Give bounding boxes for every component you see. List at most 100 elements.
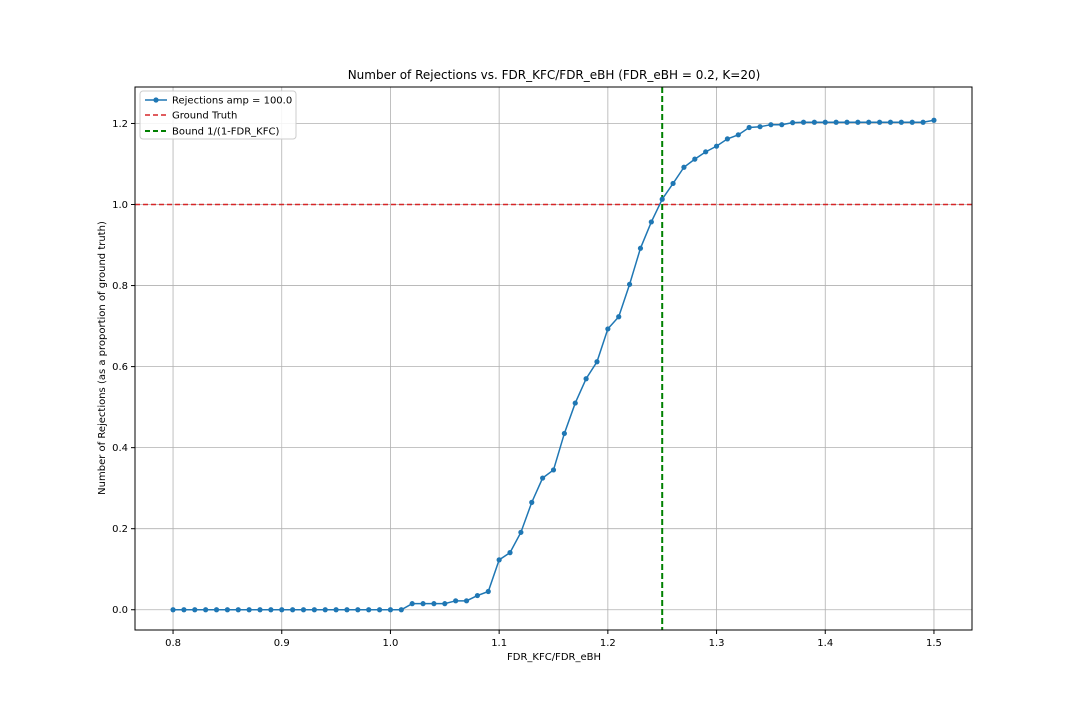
- data-point: [833, 119, 839, 125]
- data-point: [811, 119, 817, 125]
- data-point: [398, 607, 404, 613]
- x-tick-label: 1.3: [709, 638, 725, 649]
- legend-series-marker: [153, 97, 159, 103]
- data-point: [333, 607, 339, 613]
- data-point: [529, 499, 535, 505]
- data-point: [909, 119, 915, 125]
- data-point: [376, 607, 383, 613]
- legend-box: [139, 90, 297, 140]
- data-point: [550, 467, 557, 473]
- data-point: [605, 326, 611, 332]
- data-point: [453, 598, 459, 604]
- data-point: [463, 598, 470, 604]
- y-axis-label: Number of Rejections (as a proportion of…: [97, 221, 108, 495]
- data-point: [235, 607, 241, 613]
- data-point: [724, 136, 731, 142]
- data-point: [583, 376, 589, 382]
- data-point: [572, 400, 578, 406]
- data-point: [855, 119, 861, 125]
- x-tick-label: 1.2: [600, 638, 616, 649]
- x-tick-label: 1.4: [817, 638, 833, 649]
- data-point: [496, 557, 502, 563]
- data-point: [290, 607, 296, 613]
- data-point: [485, 588, 491, 595]
- x-tick-label: 1.1: [491, 638, 507, 649]
- data-point: [713, 143, 720, 149]
- data-point: [420, 601, 426, 607]
- legend-label-series: Rejections amp = 100.0: [172, 96, 292, 107]
- data-point: [746, 124, 752, 131]
- data-point: [409, 601, 415, 607]
- y-tick-label: 0.4: [112, 443, 128, 454]
- y-tick-label: 0.8: [112, 281, 128, 292]
- y-tick-label: 0.2: [112, 524, 128, 535]
- data-point: [387, 607, 394, 613]
- data-point: [637, 245, 644, 251]
- reference-lines: [135, 87, 972, 630]
- data-point: [594, 359, 600, 365]
- y-tick-label: 0.6: [112, 362, 128, 373]
- legend: Rejections amp = 100.0 Ground Truth Boun…: [139, 90, 297, 140]
- data-point: [344, 607, 350, 613]
- data-point: [268, 607, 274, 613]
- data-point: [866, 119, 872, 125]
- y-tick-label: 1.2: [112, 119, 128, 130]
- series-layer: [170, 117, 937, 613]
- data-point: [898, 119, 904, 125]
- y-tick-label: 1.0: [112, 200, 128, 211]
- data-point: [681, 164, 687, 170]
- x-tick-label: 0.9: [274, 638, 290, 649]
- data-point: [257, 607, 263, 613]
- data-point: [224, 607, 230, 613]
- data-point: [192, 607, 198, 613]
- data-point: [887, 119, 894, 125]
- data-point: [703, 149, 709, 155]
- data-point: [474, 592, 481, 599]
- data-point: [779, 122, 785, 128]
- data-point: [692, 156, 698, 162]
- data-point: [626, 281, 633, 287]
- data-point: [768, 122, 774, 128]
- data-point: [300, 607, 307, 613]
- data-point: [877, 119, 883, 125]
- data-point: [366, 607, 372, 613]
- legend-label-bound: Bound 1/(1-FDR_KFC): [172, 127, 279, 138]
- data-point: [507, 550, 513, 556]
- axis-ticks: 0.8 0.9 1.0 1.1 1.2 1.3 1.4 1.5 0.0 0.2 0.4 0.6 0.8 1…: [112, 119, 942, 649]
- chart-title: Number of Rejections vs. FDR_KFC/FDR_eBH…: [348, 68, 761, 82]
- legend-label-ground-truth: Ground Truth: [172, 111, 237, 122]
- plot-frame: [134, 86, 973, 631]
- data-point: [920, 119, 926, 125]
- data-point: [757, 124, 763, 130]
- data-point: [670, 180, 676, 187]
- x-tick-label: 1.5: [926, 638, 942, 649]
- data-point: [648, 219, 654, 225]
- data-point: [279, 607, 285, 613]
- data-point: [790, 120, 796, 126]
- data-point: [442, 601, 448, 607]
- x-tick-label: 0.8: [165, 638, 181, 649]
- data-point: [355, 607, 361, 613]
- y-tick-label: 0.0: [112, 605, 128, 616]
- data-point: [800, 119, 807, 125]
- data-point: [213, 607, 220, 613]
- data-point: [822, 119, 828, 125]
- data-point: [311, 607, 317, 613]
- data-point: [518, 529, 524, 535]
- data-point: [844, 119, 850, 125]
- data-point: [540, 475, 546, 481]
- data-point: [203, 607, 209, 613]
- x-axis-label: FDR_KFC/FDR_eBH: [507, 652, 601, 663]
- data-point: [246, 607, 252, 613]
- x-tick-label: 1.0: [382, 638, 398, 649]
- data-point: [659, 196, 665, 202]
- data-point: [561, 430, 567, 437]
- data-point: [181, 607, 187, 613]
- data-point: [322, 607, 328, 613]
- data-point: [931, 117, 937, 123]
- data-point: [170, 607, 176, 613]
- data-point: [431, 601, 437, 607]
- data-point: [735, 132, 741, 138]
- data-point: [616, 314, 622, 320]
